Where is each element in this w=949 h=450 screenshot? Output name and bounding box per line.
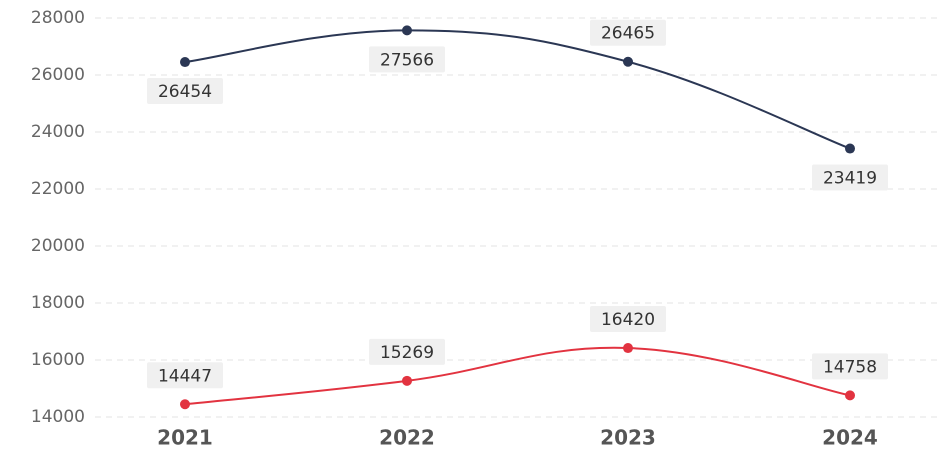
data-point: [180, 57, 190, 68]
data-label-group: 14758: [812, 353, 888, 380]
y-tick-label: 14000: [31, 407, 85, 427]
series-line: [184, 29, 851, 150]
data-label-bg: [590, 306, 666, 333]
y-tick-label: 16000: [31, 350, 85, 370]
x-tick-label: 2023: [600, 426, 656, 450]
data-point: [845, 143, 855, 154]
data-label: 23419: [823, 169, 877, 189]
data-label: 26454: [158, 82, 212, 102]
y-tick-label: 20000: [31, 236, 85, 256]
data-point: [845, 390, 855, 401]
y-tick-label: 18000: [31, 293, 85, 313]
data-label-bg: [812, 353, 888, 380]
series-line: [184, 346, 851, 406]
data-label: 15269: [380, 343, 434, 363]
data-label-bg: [812, 164, 888, 191]
x-tick-label: 2022: [379, 426, 435, 450]
data-label: 14758: [823, 357, 877, 377]
data-point: [623, 56, 633, 67]
data-label-group: 23419: [812, 164, 888, 191]
x-tick-label: 2024: [822, 426, 878, 450]
data-label-group: 15269: [369, 338, 445, 365]
y-tick-label: 28000: [31, 8, 85, 28]
data-label-group: 16420: [590, 306, 666, 333]
data-label-group: 27566: [369, 46, 445, 73]
x-tick-label: 2021: [157, 426, 213, 450]
data-label-bg: [147, 362, 223, 389]
data-label-group: 26454: [147, 78, 223, 105]
data-point: [623, 343, 633, 354]
y-tick-label: 26000: [31, 65, 85, 85]
data-label: 16420: [601, 310, 655, 330]
data-label-group: 14447: [147, 362, 223, 389]
data-point: [402, 25, 412, 36]
data-point: [180, 399, 190, 410]
data-label-group: 26465: [590, 19, 666, 46]
data-label-bg: [369, 46, 445, 73]
y-tick-label: 22000: [31, 179, 85, 199]
data-point: [402, 375, 412, 386]
data-label: 14447: [158, 366, 212, 386]
data-label-bg: [369, 338, 445, 365]
data-label-bg: [147, 78, 223, 105]
y-tick-label: 24000: [31, 122, 85, 142]
data-label: 26465: [601, 24, 655, 44]
data-label: 27566: [380, 50, 434, 70]
data-label-bg: [590, 19, 666, 46]
